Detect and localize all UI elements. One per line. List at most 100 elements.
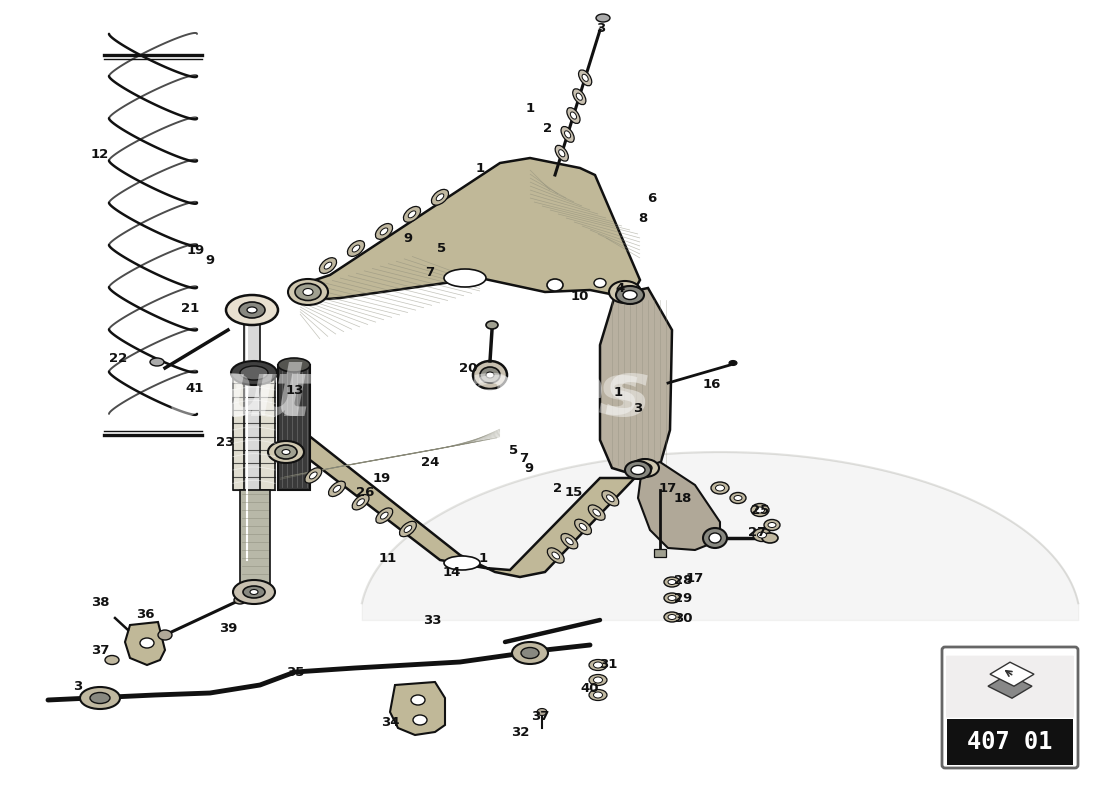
Text: 22: 22	[109, 351, 128, 365]
Ellipse shape	[352, 245, 360, 252]
Ellipse shape	[609, 281, 641, 303]
Ellipse shape	[588, 674, 607, 686]
Ellipse shape	[616, 286, 644, 304]
Ellipse shape	[404, 526, 411, 533]
Text: 407 01: 407 01	[967, 730, 1053, 754]
Ellipse shape	[404, 206, 420, 222]
Polygon shape	[988, 674, 1032, 698]
Ellipse shape	[754, 529, 771, 542]
Text: 28: 28	[674, 574, 692, 586]
Text: 3: 3	[634, 402, 642, 414]
Bar	[278, 365, 310, 490]
Ellipse shape	[588, 505, 605, 520]
Text: 14: 14	[443, 566, 461, 578]
Text: 21: 21	[180, 302, 199, 314]
Ellipse shape	[638, 463, 652, 473]
Ellipse shape	[248, 307, 257, 313]
Ellipse shape	[552, 552, 560, 559]
Ellipse shape	[411, 695, 425, 705]
Ellipse shape	[547, 279, 563, 291]
Ellipse shape	[302, 289, 313, 295]
Text: 37: 37	[91, 643, 109, 657]
Text: 4: 4	[615, 282, 625, 294]
Ellipse shape	[412, 715, 427, 725]
Ellipse shape	[480, 367, 501, 383]
Text: 26: 26	[355, 486, 374, 498]
Text: 10: 10	[571, 290, 590, 302]
Text: 36: 36	[135, 609, 154, 622]
Ellipse shape	[625, 461, 651, 479]
Ellipse shape	[233, 580, 275, 604]
Ellipse shape	[240, 366, 268, 380]
Ellipse shape	[381, 228, 388, 235]
Ellipse shape	[275, 445, 297, 459]
Ellipse shape	[730, 493, 746, 503]
Text: 5: 5	[509, 443, 518, 457]
Text: 39: 39	[219, 622, 238, 634]
Polygon shape	[600, 288, 672, 475]
Bar	[947, 719, 1072, 765]
Ellipse shape	[226, 295, 278, 325]
Ellipse shape	[734, 495, 742, 501]
Ellipse shape	[231, 361, 277, 385]
Ellipse shape	[762, 533, 778, 543]
Ellipse shape	[573, 89, 586, 105]
Ellipse shape	[243, 586, 265, 598]
Ellipse shape	[561, 534, 578, 549]
Text: 16: 16	[703, 378, 722, 391]
Ellipse shape	[348, 241, 364, 257]
Text: 32: 32	[510, 726, 529, 739]
Text: 12: 12	[91, 149, 109, 162]
Ellipse shape	[594, 278, 606, 287]
Polygon shape	[990, 662, 1034, 686]
Text: 11: 11	[378, 551, 397, 565]
Ellipse shape	[593, 509, 601, 516]
Ellipse shape	[710, 533, 720, 543]
Ellipse shape	[564, 131, 571, 138]
Ellipse shape	[768, 522, 776, 527]
Ellipse shape	[140, 638, 154, 648]
Ellipse shape	[571, 112, 576, 119]
Text: 33: 33	[422, 614, 441, 626]
Text: 25: 25	[751, 503, 769, 517]
Ellipse shape	[356, 498, 364, 506]
Ellipse shape	[521, 647, 539, 658]
Text: 9: 9	[525, 462, 533, 474]
Ellipse shape	[473, 361, 507, 389]
Ellipse shape	[594, 677, 603, 683]
Ellipse shape	[664, 593, 680, 603]
Text: 9: 9	[404, 231, 412, 245]
Text: 1: 1	[475, 162, 485, 174]
Ellipse shape	[664, 612, 680, 622]
Ellipse shape	[352, 494, 370, 510]
Ellipse shape	[764, 519, 780, 530]
Ellipse shape	[512, 642, 548, 664]
Ellipse shape	[729, 361, 737, 366]
Text: 40: 40	[581, 682, 600, 694]
Ellipse shape	[295, 283, 321, 301]
Text: 5: 5	[438, 242, 447, 254]
Bar	[244, 315, 260, 560]
Ellipse shape	[104, 655, 119, 665]
Ellipse shape	[606, 495, 614, 502]
Ellipse shape	[278, 358, 310, 372]
Text: 2: 2	[543, 122, 552, 134]
Ellipse shape	[579, 70, 592, 86]
Text: 37: 37	[531, 710, 549, 722]
Polygon shape	[125, 622, 165, 665]
Ellipse shape	[408, 211, 416, 218]
Text: 6: 6	[648, 191, 657, 205]
Ellipse shape	[486, 321, 498, 329]
Ellipse shape	[375, 223, 393, 239]
Text: 1: 1	[614, 386, 623, 398]
Text: 9: 9	[206, 254, 214, 266]
Ellipse shape	[561, 126, 574, 142]
Text: autospares: autospares	[169, 358, 651, 432]
Ellipse shape	[594, 662, 603, 668]
Ellipse shape	[324, 262, 332, 269]
Ellipse shape	[329, 481, 345, 497]
Ellipse shape	[664, 577, 680, 587]
Ellipse shape	[305, 468, 321, 483]
Ellipse shape	[631, 459, 659, 477]
Ellipse shape	[150, 358, 164, 366]
